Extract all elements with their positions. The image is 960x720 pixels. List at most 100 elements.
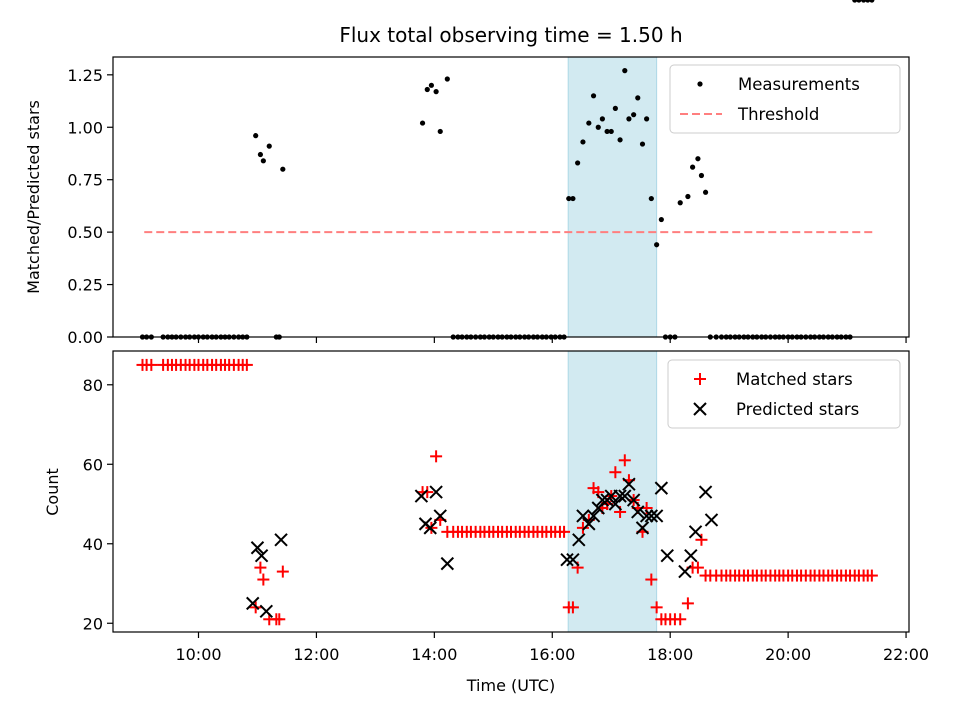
- matched-star-point: [254, 561, 267, 574]
- predicted-star-point: [586, 509, 601, 523]
- measurement-point: [617, 137, 623, 143]
- matched-star-point: [276, 565, 289, 578]
- shaded-span-bottom: [567, 350, 658, 633]
- measurement-point: [586, 120, 592, 126]
- measurement-point: [695, 156, 701, 162]
- predicted-stars-points: [246, 477, 719, 619]
- measurement-point: [644, 116, 650, 122]
- predicted-star-point: [626, 493, 641, 507]
- measurement-point: [648, 195, 654, 202]
- matched-star-point: [674, 613, 687, 626]
- measurement-point: [639, 141, 646, 147]
- top-y-tick-label: 0.75: [67, 171, 103, 190]
- matched-star-point: [681, 597, 694, 610]
- predicted-star-point: [274, 533, 288, 547]
- top-y-tick-label: 0.00: [67, 328, 103, 347]
- measurement-point: [685, 193, 691, 200]
- matched-star-point: [558, 525, 571, 538]
- predicted-star-point: [254, 548, 269, 563]
- measurement-point: [677, 200, 683, 206]
- predicted-star-point: [660, 548, 674, 563]
- bottom-y-tick-label: 40: [83, 535, 103, 554]
- matched-star-point: [240, 358, 253, 371]
- bottom-y-ticks: 20 40 60 80: [83, 376, 113, 633]
- matched-star-point: [618, 454, 631, 467]
- top-plot-frame: [112, 56, 910, 338]
- legend-threshold-label: Threshold: [737, 105, 819, 124]
- predicted-star-point: [572, 533, 586, 547]
- legend-measurements-label: Measurements: [738, 75, 860, 94]
- matched-star-point: [650, 601, 663, 614]
- measurement-point: [608, 128, 614, 135]
- measurement-point: [433, 89, 439, 95]
- bottom-legend: Matched stars Predicted stars: [667, 359, 901, 429]
- measurement-point: [702, 189, 709, 195]
- x-tick-label: 18:00: [647, 645, 693, 664]
- predicted-star-point: [608, 497, 623, 511]
- predicted-star-point: [582, 517, 596, 531]
- legend-matched-label: Matched stars: [736, 370, 853, 389]
- predicted-star-point: [440, 556, 455, 571]
- measurement-point: [424, 86, 430, 93]
- predicted-star-point: [414, 489, 429, 503]
- predicted-star-point: [259, 604, 274, 619]
- matched-star-point: [645, 573, 658, 586]
- predicted-star-point: [429, 485, 443, 499]
- matched-star-point: [430, 450, 443, 463]
- measurement-point: [658, 216, 664, 223]
- predicted-star-point: [635, 521, 650, 535]
- measurement-point: [428, 82, 434, 88]
- measurement-point: [860, 0, 867, 3]
- x-tick-label: 22:00: [883, 645, 929, 664]
- matched-star-point: [576, 521, 589, 534]
- predicted-star-point: [622, 477, 636, 491]
- top-legend-box: [669, 64, 901, 134]
- measurement-point: [253, 133, 259, 139]
- measurement-point: [575, 160, 581, 166]
- measurement-point: [654, 242, 660, 248]
- measurement-point: [437, 128, 443, 135]
- predicted-star-point: [639, 509, 654, 523]
- x-tick-label: 20:00: [765, 645, 811, 664]
- measurement-point: [260, 158, 266, 164]
- measurement-point: [566, 195, 572, 202]
- measurement-point: [590, 93, 597, 99]
- matched-star-point: [609, 466, 622, 479]
- bottom-legend-box: [667, 359, 901, 429]
- x-tick-label: 16:00: [529, 645, 575, 664]
- measurement-point: [635, 95, 641, 101]
- measurement-point: [604, 128, 610, 135]
- matched-star-point: [145, 358, 158, 371]
- predicted-star-point: [618, 489, 632, 503]
- top-y-axis-label: Matched/Predicted stars: [24, 100, 43, 294]
- measurement-point: [865, 0, 871, 3]
- measurement-point: [266, 143, 272, 149]
- predicted-star-point: [576, 509, 590, 523]
- predicted-star-point: [698, 485, 713, 499]
- measurement-point: [869, 0, 875, 3]
- predicted-star-point: [423, 521, 437, 535]
- top-panel: 0.00 0.25 0.50 0.75 1.00 1.25 Matched/Predict…: [24, 0, 910, 347]
- measurement-point: [257, 151, 264, 158]
- predicted-star-point: [433, 509, 447, 523]
- top-y-ticks: 0.00 0.25 0.50 0.75 1.00 1.25: [67, 66, 113, 347]
- legend-measurements-marker: [697, 81, 703, 87]
- matched-star-point: [691, 561, 704, 574]
- x-tick-label: 10:00: [175, 645, 221, 664]
- predicted-star-point: [560, 552, 574, 567]
- measurement-point: [612, 105, 618, 111]
- predicted-star-point: [688, 525, 703, 539]
- top-y-tick-label: 1.00: [67, 118, 103, 137]
- top-y-tick-label: 0.50: [67, 223, 103, 242]
- measurement-point: [444, 76, 450, 82]
- measurement-point: [595, 124, 601, 130]
- measurement-point: [580, 139, 586, 145]
- bottom-plot-frame: [112, 350, 910, 633]
- legend-matched-marker: [694, 373, 706, 385]
- x-tick-label: 14:00: [411, 645, 457, 664]
- predicted-star-point: [678, 564, 692, 579]
- predicted-star-point: [250, 541, 265, 555]
- predicted-star-point: [246, 596, 260, 611]
- measurement-point: [690, 164, 696, 170]
